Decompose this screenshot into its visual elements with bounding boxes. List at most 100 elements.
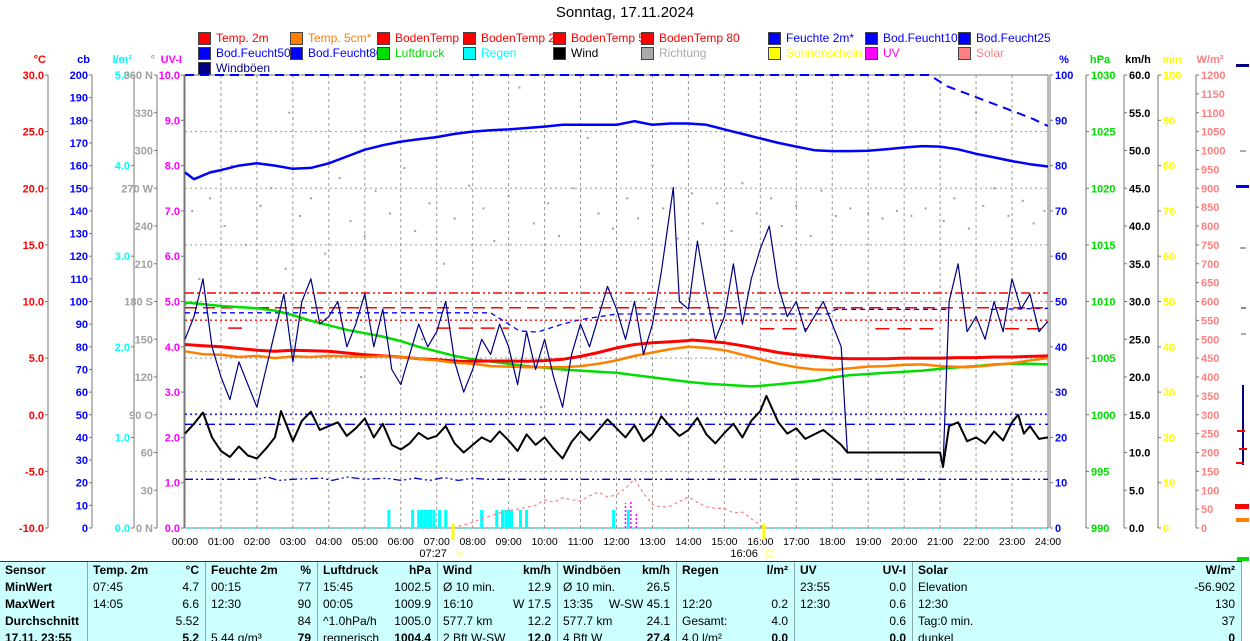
- axis-tick-label: 0: [82, 523, 88, 535]
- axis-tick-label: 995: [1091, 466, 1109, 478]
- direction-dot: [716, 202, 719, 205]
- table-cell-label: Wind: [443, 563, 473, 577]
- direction-dot: [982, 204, 985, 207]
- axis-tick-label: 950: [1201, 164, 1219, 176]
- axis-tick-label: 130: [70, 229, 88, 241]
- axis-tick-label: 20: [76, 478, 88, 490]
- axis-tick-label: 270 W: [121, 183, 153, 195]
- direction-dot: [324, 252, 327, 255]
- direction-dot: [191, 209, 194, 212]
- table-rowlabel-column: Sensor MinWert MaxWert Durchschnitt 17.11. 2…: [0, 562, 88, 641]
- plot-frame: [184, 74, 1049, 529]
- x-tick-label: 14:00: [675, 536, 701, 548]
- series-line: [184, 186, 1049, 469]
- table-cell-value: [55, 596, 81, 613]
- axis-tick-label: 1010: [1091, 297, 1115, 309]
- table-row: Durchschnitt: [0, 613, 87, 630]
- axis-unit-label: °C: [34, 54, 46, 66]
- axis-tick-label: 60: [1055, 251, 1067, 263]
- table-cell-value: W 17.5: [512, 597, 551, 611]
- direction-dot: [1007, 214, 1010, 217]
- direction-dot: [1021, 199, 1024, 202]
- axis-tick-label: 900: [1201, 183, 1219, 195]
- axis-tick-label: 450: [1201, 353, 1219, 365]
- legend-item: Regen: [463, 46, 516, 60]
- table-cell-label: 5.44 g/m³: [211, 631, 262, 641]
- table-row: 12:30 0.6: [795, 596, 912, 613]
- axis-tick-label: 3.0: [115, 251, 130, 263]
- direction-dot: [975, 111, 978, 114]
- axis-tick-label: 30: [1163, 387, 1175, 399]
- axis-tick-label: 400: [1201, 372, 1219, 384]
- direction-dot: [442, 262, 445, 265]
- series-solar: [452, 478, 765, 529]
- axis-tick-label: 15.0: [1129, 410, 1150, 422]
- direction-dot: [809, 235, 812, 238]
- table-row: MaxWert: [0, 596, 87, 613]
- series-line: [184, 394, 1049, 468]
- table-row: MinWert: [0, 579, 87, 596]
- direction-dot: [993, 187, 996, 190]
- table-cell-value: [52, 579, 81, 596]
- direction-dot: [881, 217, 884, 220]
- table-row: Regen l/m²: [677, 562, 794, 579]
- direction-dot: [428, 202, 431, 205]
- axis-tick-label: 120: [135, 372, 153, 384]
- axis-tick-label: 25.0: [1129, 334, 1150, 346]
- axis-tick-label: 45.0: [1129, 183, 1150, 195]
- axis-tick-label: 360 N: [124, 70, 153, 82]
- legend-label: Feuchte 2m*: [786, 31, 855, 45]
- table-row: 16:10 W 17.5: [438, 596, 557, 613]
- table-cell-label: 14:05: [93, 597, 124, 611]
- legend-swatch-icon: [290, 31, 303, 45]
- legend-item: Sonnenschein: [768, 46, 862, 60]
- series-windboeen: [184, 186, 1049, 469]
- axis-temp: °C 30.0 25.0 20.0 15.0 10.0 5.0 0.0 -5.0 -10.0: [19, 54, 49, 535]
- sunrise-time-label: 07:27: [419, 548, 447, 560]
- legend-label: Bod.Feucht50: [216, 46, 291, 60]
- table-row: 0.6: [795, 613, 912, 630]
- table-row: 12:30 130: [913, 596, 1241, 613]
- axis-tick-label: 80: [76, 342, 88, 354]
- axis-tick-label: 4.0: [115, 161, 130, 173]
- direction-dot: [507, 194, 510, 197]
- table-row: 577.7 km 24.1: [558, 613, 676, 630]
- legend-label: Wind: [571, 46, 599, 60]
- axis-tick-label: 0.0: [165, 523, 180, 535]
- direction-dot: [557, 235, 560, 238]
- axis-tick-label: 30.0: [1129, 297, 1150, 309]
- direction-dot: [482, 207, 485, 210]
- table-row: Wind km/h: [438, 562, 557, 579]
- table-cell-value: 0.2: [771, 597, 788, 611]
- table-cell-label: 07:45: [93, 580, 124, 594]
- axis-tick-label: 5.0: [1129, 485, 1144, 497]
- x-tick-label: 02:00: [244, 536, 270, 548]
- legend-label: BodenTemp 50: [571, 31, 652, 45]
- table-row: Tag:0 min. 37: [913, 613, 1241, 630]
- table-cell-value: 0.6: [889, 597, 906, 611]
- axis-tick-label: 60: [141, 448, 153, 460]
- table-cell-value: km/h: [641, 563, 670, 577]
- legend-swatch-icon: [463, 46, 476, 60]
- axis-tick-label: 90: [1163, 115, 1175, 127]
- direction-dot: [597, 212, 600, 215]
- direction-dot: [741, 182, 744, 185]
- table-cell-value: 130: [1214, 597, 1235, 611]
- axis-tick-label: 35.0: [1129, 259, 1150, 271]
- table-cell-label: 12:30: [800, 597, 831, 611]
- axis-tick-label: 350: [1201, 391, 1219, 403]
- legend-label: Luftdruck: [395, 46, 445, 60]
- legend-item: Solar: [958, 46, 1004, 60]
- direction-dot: [691, 192, 694, 195]
- axis-tick-label: 10: [1055, 478, 1067, 490]
- axis-tick-label: 9.0: [165, 115, 180, 127]
- direction-dot: [820, 189, 823, 192]
- direction-dot: [1032, 222, 1035, 225]
- axis-tick-label: 180 S: [124, 297, 153, 309]
- table-cell-value: 90: [297, 597, 311, 611]
- legend-swatch-icon: [768, 46, 781, 60]
- series-line: [990, 307, 1049, 311]
- legend-item: BodenTemp 50: [553, 31, 652, 45]
